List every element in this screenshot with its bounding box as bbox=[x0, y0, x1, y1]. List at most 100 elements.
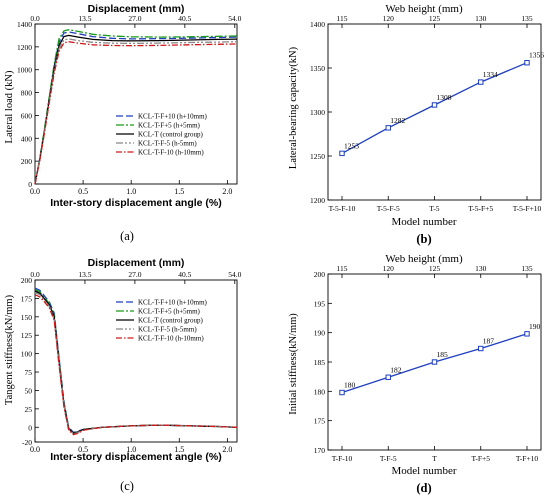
data-point bbox=[339, 389, 345, 396]
x-tick-label: 1.0 bbox=[126, 445, 136, 454]
top-tick-label: 40.5 bbox=[178, 270, 191, 279]
y-axis-label-b: Lateral-bearing capacity(kN) bbox=[288, 46, 299, 169]
category-label: T-F-5 bbox=[380, 454, 397, 463]
series-line-a-0 bbox=[34, 31, 238, 185]
x-tick-label: 0.5 bbox=[78, 187, 88, 196]
x-tick-label: 0.5 bbox=[78, 445, 88, 454]
y-axis-label-c: Tangent stiffness(kN/mm) bbox=[4, 294, 15, 405]
y-tick-label: 175 bbox=[21, 294, 33, 303]
data-label: 182 bbox=[390, 365, 402, 374]
series-line-b bbox=[341, 62, 528, 154]
top-axis-label-a: Displacement (mm) bbox=[88, 3, 185, 15]
x-axis-label-a: Inter-story displacement angle (%) bbox=[50, 197, 222, 209]
category-label: T-5-F+5 bbox=[468, 204, 493, 213]
chart-panel-a: Displacement (mm) Lateral load (kN) Inte… bbox=[4, 3, 242, 243]
legend-entry: KCL-T (control group) bbox=[138, 131, 203, 139]
y-tick-label: 1250 bbox=[310, 152, 325, 161]
data-label: 1356 bbox=[529, 51, 544, 60]
top-tick-label: 125 bbox=[429, 14, 441, 23]
top-tick-label: 130 bbox=[475, 14, 487, 23]
y-tick-label: 1400 bbox=[17, 20, 32, 29]
x-axis-label-c: Inter-story displacement angle (%) bbox=[50, 451, 222, 463]
data-label: 1308 bbox=[437, 93, 452, 102]
series-line-a-1 bbox=[34, 29, 238, 185]
legend-entry: KCL-T-F+10 (h+10mm) bbox=[138, 299, 208, 307]
y-tick-label: 200 bbox=[314, 270, 326, 279]
top-tick-label: 120 bbox=[383, 14, 395, 23]
top-tick-label: 13.5 bbox=[78, 270, 91, 279]
top-tick-label: 13.5 bbox=[78, 14, 91, 23]
data-point bbox=[524, 331, 530, 337]
x-tick-label: 2.0 bbox=[222, 445, 232, 454]
series-line-a-2 bbox=[34, 34, 238, 185]
y-tick-label: 0 bbox=[28, 180, 32, 189]
top-tick-label: 27.0 bbox=[128, 270, 141, 279]
y-tick-label: 1200 bbox=[310, 196, 325, 205]
x-tick-label: 1.5 bbox=[174, 445, 184, 454]
y-tick-label: 1400 bbox=[310, 20, 325, 29]
plot-frame-b bbox=[327, 23, 542, 201]
data-label: 1253 bbox=[344, 141, 359, 150]
y-tick-label: 190 bbox=[314, 329, 326, 338]
top-tick-label: 135 bbox=[521, 14, 533, 23]
data-point bbox=[385, 374, 391, 380]
top-tick-label: 54.0 bbox=[228, 270, 241, 279]
y-tick-label: 25 bbox=[25, 405, 33, 414]
series-line-a-4 bbox=[34, 41, 238, 185]
legend-entry: KCL-T (control group) bbox=[138, 317, 203, 325]
data-point bbox=[478, 345, 484, 352]
legend-entry: KCL-T-F+10 (h+10mm) bbox=[138, 113, 208, 121]
panel-label-d: (d) bbox=[416, 481, 431, 495]
chart-panel-c: Displacement (mm) Tangent stiffness(kN/m… bbox=[4, 257, 242, 493]
x-tick-label: 0.0 bbox=[30, 187, 40, 196]
y-tick-label: 125 bbox=[21, 331, 33, 340]
panel-label-a: (a) bbox=[120, 229, 134, 243]
y-tick-label: 1300 bbox=[310, 108, 325, 117]
legend-entry: KCL-T-F+5 (h+5mm) bbox=[138, 308, 201, 316]
data-label: 180 bbox=[344, 381, 356, 390]
category-label: T-5-F+10 bbox=[513, 204, 542, 213]
top-tick-label: 120 bbox=[383, 264, 395, 273]
category-label: T-F+5 bbox=[471, 454, 490, 463]
category-label: T-5-F-5 bbox=[377, 204, 400, 213]
legend-entry: KCL-T-F-10 (h-10mm) bbox=[138, 335, 204, 343]
top-tick-label: 130 bbox=[475, 264, 487, 273]
series-line-c-4 bbox=[34, 294, 238, 436]
series-line-c-2 bbox=[34, 290, 238, 434]
category-label: T-F-10 bbox=[332, 454, 353, 463]
x-tick-label: 2.0 bbox=[222, 187, 232, 196]
top-tick-label: 0.0 bbox=[30, 270, 40, 279]
data-point bbox=[431, 359, 438, 365]
x-tick-label: 1.5 bbox=[174, 187, 184, 196]
data-point bbox=[385, 125, 391, 131]
y-tick-label: 200 bbox=[21, 157, 33, 166]
y-tick-label: 150 bbox=[21, 313, 33, 322]
top-tick-label: 40.5 bbox=[178, 14, 191, 23]
y-tick-label: 400 bbox=[21, 134, 33, 143]
data-point bbox=[524, 60, 530, 66]
y-tick-label: 200 bbox=[21, 276, 33, 285]
y-tick-label: 50 bbox=[25, 386, 33, 395]
y-axis-label-d: Initial stiffness(kN/mm) bbox=[288, 313, 299, 415]
series-line-c-1 bbox=[34, 289, 238, 434]
y-tick-label: 1000 bbox=[17, 66, 32, 75]
series-line-c-3 bbox=[34, 291, 238, 435]
y-tick-label: -20 bbox=[22, 438, 32, 447]
y-tick-label: 1200 bbox=[17, 43, 32, 52]
category-label: T-F+10 bbox=[516, 454, 539, 463]
plot-frame-c bbox=[34, 279, 238, 443]
plot-frame-a bbox=[34, 23, 238, 185]
top-tick-label: 0.0 bbox=[30, 14, 40, 23]
top-tick-label: 27.0 bbox=[128, 14, 141, 23]
data-label: 187 bbox=[483, 337, 495, 346]
top-tick-label: 125 bbox=[429, 264, 441, 273]
legend-entry: KCL-T-F-5 (h-5mm) bbox=[138, 140, 197, 148]
y-tick-label: 170 bbox=[314, 446, 326, 455]
legend-entry: KCL-T-F+5 (h+5mm) bbox=[138, 122, 201, 130]
data-label: 190 bbox=[529, 322, 541, 331]
top-tick-label: 54.0 bbox=[228, 14, 241, 23]
chart-panel-b: Web height (mm) Lateral-bearing capacity… bbox=[288, 3, 544, 246]
data-label: 185 bbox=[437, 350, 449, 359]
series-line-a-3 bbox=[34, 38, 238, 185]
